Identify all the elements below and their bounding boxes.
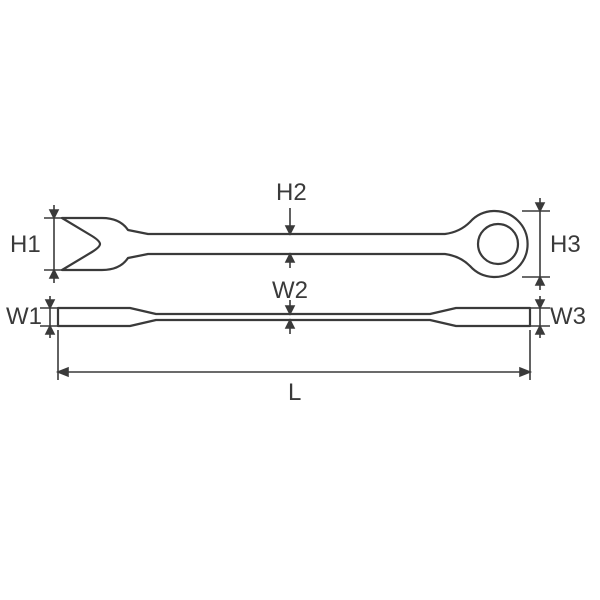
dim-W3 [530,296,550,338]
wrench-side-outline [58,308,530,326]
label-W3: W3 [550,303,586,330]
wrench-top-outline [62,211,528,277]
dim-W1 [40,296,58,338]
label-H2: H2 [276,179,307,206]
dim-H3 [522,198,550,290]
dim-H1 [44,205,62,283]
label-W1: W1 [6,303,42,330]
label-H1: H1 [10,231,41,258]
label-L: L [288,379,301,406]
wrench-diagram: H1 H2 H3 W1 W2 W3 L [0,0,600,600]
dim-H2 [286,208,294,268]
dim-L [58,330,530,380]
ratchet-inner-ring [478,224,518,264]
side-view [58,308,530,326]
top-view [62,211,528,277]
label-H3: H3 [550,231,581,258]
label-W2: W2 [272,277,308,304]
dim-W2 [286,300,294,334]
